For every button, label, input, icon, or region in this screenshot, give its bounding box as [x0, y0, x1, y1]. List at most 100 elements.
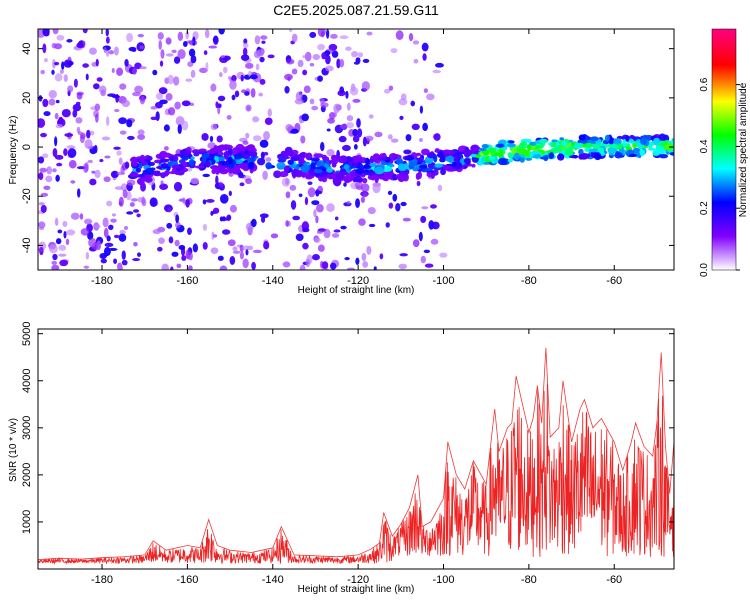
signal-blob: [331, 154, 337, 160]
noise-blob: [295, 91, 303, 102]
noise-blob: [336, 58, 341, 69]
noise-blob: [374, 131, 383, 138]
y-tick-label: -20: [21, 188, 33, 204]
noise-blob: [227, 239, 236, 247]
signal-blob: [433, 154, 438, 163]
noise-blob: [239, 182, 245, 187]
noise-blob: [113, 258, 118, 264]
signal-blob: [576, 142, 584, 147]
noise-blob: [119, 229, 126, 235]
signal-blob: [417, 156, 424, 162]
noise-blob: [208, 45, 218, 49]
noise-blob: [217, 95, 226, 102]
signal-blob: [291, 168, 300, 177]
noise-blob: [387, 134, 393, 140]
signal-blob: [158, 152, 164, 160]
noise-blob: [305, 258, 311, 268]
signal-blob: [658, 133, 667, 141]
noise-blob: [122, 189, 128, 199]
noise-blob: [340, 225, 347, 230]
signal-blob: [137, 177, 145, 186]
noise-blob: [46, 166, 53, 175]
signal-blob: [153, 171, 162, 177]
noise-blob: [290, 200, 297, 210]
noise-blob: [83, 265, 90, 269]
noise-blob: [67, 148, 77, 158]
x-tick-label: -100: [432, 275, 454, 287]
noise-blob: [118, 117, 127, 125]
signal-blob: [382, 165, 393, 173]
noise-blob: [357, 52, 364, 58]
snr-panel: -180 -160 -140 -120 -100 -80 -60 1000 2000 3000 4…: [8, 321, 675, 595]
noise-blob: [261, 216, 266, 223]
signal-blob: [287, 159, 294, 165]
signal-blob: [353, 176, 363, 183]
signal-blob: [552, 146, 563, 153]
noise-blob: [171, 251, 179, 257]
y-tick-label: 4000: [21, 369, 33, 393]
noise-blob: [231, 94, 236, 101]
signal-blob: [560, 140, 568, 147]
signal-blob: [164, 158, 170, 162]
signal-blob: [395, 173, 403, 179]
noise-blob: [124, 59, 129, 67]
noise-blob: [106, 235, 111, 242]
colorbar: 0.0 0.2 0.4 0.6 Normalized spectral amplitu…: [699, 28, 749, 277]
signal-blob: [246, 144, 256, 152]
signal-blob: [235, 168, 241, 173]
signal-blob: [370, 175, 376, 181]
signal-blob: [445, 155, 455, 163]
signal-blob: [538, 138, 549, 144]
noise-blob: [76, 188, 81, 198]
noise-blob: [218, 29, 225, 35]
noise-blob: [263, 241, 270, 250]
signal-blob: [338, 157, 344, 162]
signal-blob: [129, 173, 139, 177]
noise-blob: [89, 130, 95, 136]
noise-blob: [420, 255, 426, 264]
noise-blob: [158, 87, 168, 95]
noise-blob: [126, 179, 136, 186]
noise-blob: [111, 213, 117, 217]
signal-blob: [355, 168, 366, 175]
noise-blob: [210, 247, 219, 255]
noise-blob: [242, 47, 248, 56]
signal-blob: [250, 155, 256, 163]
signal-blob: [507, 143, 516, 148]
noise-blob: [136, 213, 141, 218]
y-tick-label: 2000: [21, 463, 33, 487]
signal-blob: [168, 156, 176, 162]
noise-blob: [302, 242, 309, 250]
noise-blob: [202, 173, 210, 178]
noise-blob: [165, 37, 172, 45]
noise-blob: [388, 85, 394, 91]
noise-blob: [152, 228, 161, 235]
noise-blob: [105, 116, 110, 127]
noise-blob: [188, 48, 196, 57]
signal-blob: [497, 157, 508, 166]
spectrogram-frame: [37, 28, 675, 271]
noise-blob: [232, 246, 238, 251]
noise-blob: [426, 93, 435, 101]
noise-blob: [63, 230, 67, 239]
noise-blob: [355, 257, 360, 266]
noise-blob: [120, 183, 128, 192]
noise-blob: [399, 253, 408, 257]
colorbar-ticks: 0.0 0.2 0.4 0.6: [699, 77, 740, 277]
noise-blob: [423, 88, 428, 94]
noise-blob: [265, 157, 272, 162]
noise-blob: [103, 227, 109, 238]
signal-blob: [426, 171, 434, 178]
signal-blob: [607, 147, 617, 154]
noise-blob: [92, 242, 101, 251]
heatmap-blobs: [38, 29, 674, 270]
noise-blob: [366, 245, 372, 255]
signal-blob: [639, 149, 646, 157]
noise-blob: [286, 58, 295, 65]
signal-blob: [193, 152, 200, 157]
signal-blob: [365, 157, 370, 165]
noise-blob: [309, 98, 315, 105]
noise-blob: [256, 49, 265, 57]
noise-blob: [356, 128, 363, 138]
